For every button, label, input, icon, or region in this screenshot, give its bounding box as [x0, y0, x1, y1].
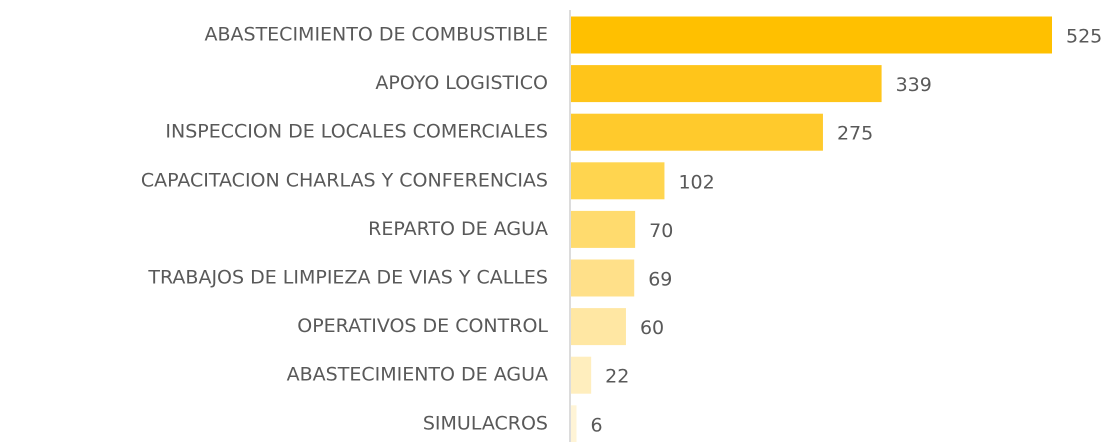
- value-label: 70: [649, 220, 673, 242]
- bar: [571, 210, 636, 248]
- category-label: APOYO LOGISTICO: [375, 72, 548, 94]
- bar: [571, 162, 665, 200]
- category-label: REPARTO DE AGUA: [368, 218, 548, 240]
- bar: [571, 16, 1052, 54]
- bar: [571, 65, 882, 103]
- bar: [571, 308, 626, 346]
- value-label: 275: [837, 123, 873, 145]
- category-label: SIMULACROS: [423, 412, 548, 434]
- category-label: CAPACITACION CHARLAS Y CONFERENCIAS: [141, 169, 548, 191]
- value-label: 339: [896, 74, 932, 96]
- category-label: OPERATIVOS DE CONTROL: [297, 315, 548, 337]
- bar: [571, 113, 823, 151]
- bar: [571, 356, 592, 394]
- value-label: 22: [605, 366, 629, 388]
- bar: [571, 405, 577, 442]
- value-label: 102: [678, 171, 714, 193]
- value-label: 60: [640, 317, 664, 339]
- category-label: ABASTECIMIENTO DE AGUA: [287, 364, 548, 386]
- value-label: 69: [648, 269, 672, 291]
- category-label: ABASTECIMIENTO DE COMBUSTIBLE: [204, 24, 548, 46]
- bar: [571, 259, 635, 297]
- category-label: INSPECCION DE LOCALES COMERCIALES: [165, 121, 548, 143]
- category-label: TRABAJOS DE LIMPIEZA DE VIAS Y CALLES: [147, 267, 548, 289]
- value-label: 525: [1066, 26, 1102, 48]
- value-label: 6: [590, 414, 602, 436]
